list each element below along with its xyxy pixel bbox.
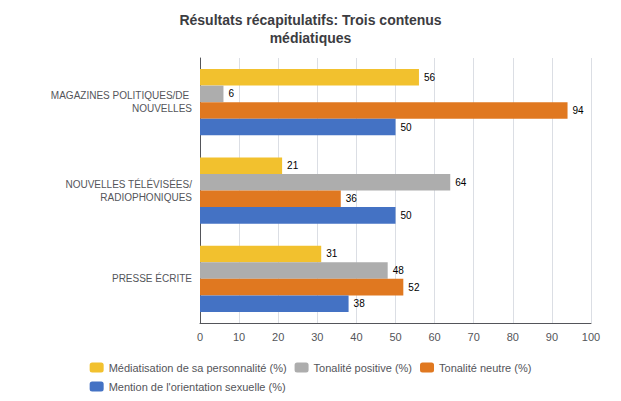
svg-text:64: 64 [455, 177, 467, 188]
svg-text:38: 38 [354, 298, 366, 309]
svg-text:Tonalité positive (%): Tonalité positive (%) [314, 362, 412, 374]
svg-text:31: 31 [326, 248, 338, 259]
svg-text:NOUVELLES TÉLÉVISÉES/: NOUVELLES TÉLÉVISÉES/ [65, 178, 192, 190]
svg-text:94: 94 [573, 105, 585, 116]
svg-text:50: 50 [401, 210, 413, 221]
svg-text:100: 100 [582, 331, 600, 343]
svg-text:20: 20 [272, 331, 284, 343]
svg-text:PRESSE ÉCRITE: PRESSE ÉCRITE [112, 272, 192, 284]
svg-text:médiatiques: médiatiques [270, 30, 352, 46]
svg-text:52: 52 [408, 282, 420, 293]
svg-text:56: 56 [424, 72, 436, 83]
svg-text:30: 30 [311, 331, 323, 343]
svg-text:36: 36 [346, 193, 358, 204]
svg-text:Tonalité neutre (%): Tonalité neutre (%) [439, 362, 531, 374]
svg-text:Mention de l'orientation sexue: Mention de l'orientation sexuelle (%) [109, 381, 286, 393]
svg-text:60: 60 [428, 331, 440, 343]
svg-text:50: 50 [389, 331, 401, 343]
svg-text:50: 50 [401, 122, 413, 133]
svg-text:48: 48 [393, 265, 405, 276]
svg-text:90: 90 [546, 331, 558, 343]
svg-text:80: 80 [507, 331, 519, 343]
svg-text:0: 0 [197, 331, 203, 343]
svg-text:Résultats récapitulatifs: Troi: Résultats récapitulatifs: Trois contenus [179, 12, 441, 28]
svg-text:10: 10 [233, 331, 245, 343]
svg-text:6: 6 [228, 88, 234, 99]
svg-text:Médiatisation de sa personnali: Médiatisation de sa personnalité (%) [109, 362, 287, 374]
svg-text:70: 70 [468, 331, 480, 343]
svg-text:MAGAZINES POLITIQUES/DE: MAGAZINES POLITIQUES/DE [51, 90, 192, 101]
svg-text:NOUVELLES: NOUVELLES [132, 103, 192, 114]
svg-text:RADIOPHONIQUES: RADIOPHONIQUES [100, 192, 192, 203]
svg-text:40: 40 [350, 331, 362, 343]
svg-text:21: 21 [287, 160, 299, 171]
